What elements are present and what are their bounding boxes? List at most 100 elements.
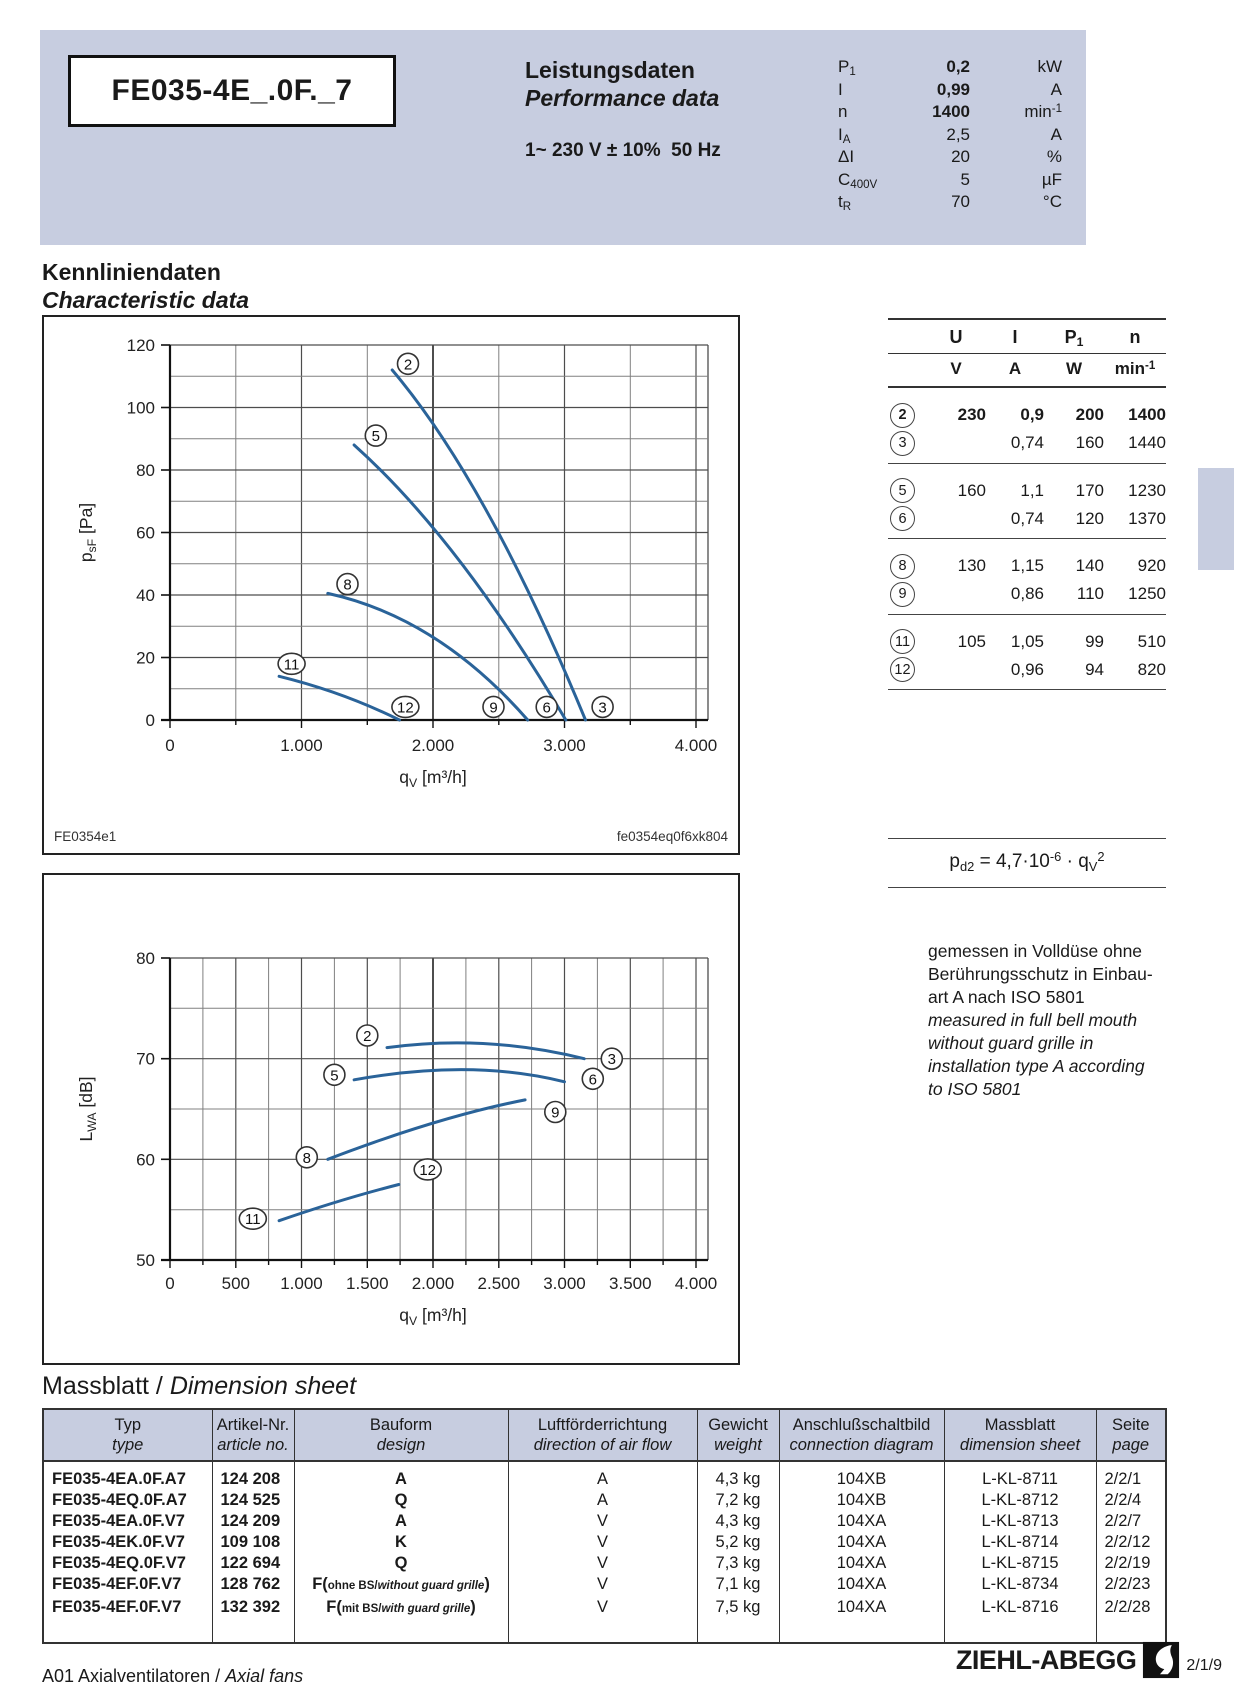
ktable-cell: 920 — [1137, 556, 1166, 575]
ktable-row-11: 11 105 1,05 99 510 — [888, 628, 1166, 656]
performance-title-de: Leistungsdaten — [525, 57, 695, 83]
curve-2-3 — [390, 368, 587, 722]
note-line: art A nach ISO 5801 — [928, 987, 1085, 1007]
spec-unit: kW — [1037, 57, 1062, 76]
curve-label-8: 8 — [295, 1145, 319, 1169]
measurement-note: gemessen in Volldüse ohne Berührungsschu… — [928, 940, 1218, 1101]
ktable-cell: 0,96 — [986, 655, 1044, 690]
curve-label-3: 3 — [600, 1047, 624, 1070]
dimension-column-header: Anschlußschaltbild connection diagram — [779, 1409, 945, 1462]
curve-5-6 — [352, 1068, 566, 1084]
svg-text:120: 120 — [127, 336, 155, 355]
ktable-cell: 1,05 — [1010, 631, 1044, 651]
curve-label-5: 5 — [364, 424, 388, 447]
spec-unit: °C — [1042, 192, 1062, 211]
ktable-cell: 120 — [1044, 504, 1104, 539]
svg-text:0: 0 — [165, 1274, 174, 1293]
curve-number-badge: 11 — [890, 629, 915, 654]
ktable-cell: 170 — [1075, 480, 1104, 500]
dimension-row: FE035-4EA.0F.A7 124 208 A A 4,3 kg 104XB L-KL-… — [43, 1461, 1166, 1490]
curve-label-6: 6 — [581, 1067, 605, 1091]
svg-text:2: 2 — [363, 1028, 371, 1045]
curve-label-9: 9 — [543, 1100, 567, 1124]
svg-text:11: 11 — [245, 1211, 261, 1228]
ktable-cell: 94 — [1044, 655, 1104, 690]
dimension-column-header: Artikel-Nr. article no. — [212, 1409, 295, 1462]
ktable-cell — [926, 429, 986, 464]
svg-text:4.000: 4.000 — [675, 736, 718, 755]
ziehl-abegg-logo-icon — [1142, 1641, 1180, 1679]
curve-5-6 — [352, 443, 568, 722]
ktable-cell: 140 — [1075, 556, 1104, 575]
spec-value: 20 — [951, 147, 970, 166]
dimension-column-header: Bauform design — [294, 1409, 509, 1462]
curve-11-12 — [277, 674, 401, 722]
curve-number-badge: 12 — [890, 657, 915, 682]
dimension-heading-de: Massblatt / — [42, 1372, 170, 1400]
svg-text:1.500: 1.500 — [346, 1274, 389, 1293]
characteristic-heading-de: Kennliniendaten — [42, 259, 221, 285]
dimension-column-header: Typ type — [43, 1409, 213, 1462]
spec-unit: % — [1046, 147, 1062, 166]
curve-label-3: 3 — [591, 695, 614, 719]
svg-text:5: 5 — [330, 1067, 338, 1084]
curve-number-badge: 3 — [890, 430, 915, 456]
svg-text:70: 70 — [136, 1050, 155, 1069]
svg-text:12: 12 — [397, 699, 414, 716]
curve-label-6: 6 — [535, 695, 559, 719]
ktable-cell: 1,1 — [1020, 480, 1044, 500]
ktable-cell: 1250 — [1104, 580, 1166, 615]
svg-text:2.500: 2.500 — [478, 1274, 521, 1293]
curve-number-badge: 2 — [890, 402, 915, 428]
svg-text:3.000: 3.000 — [543, 1274, 586, 1293]
dimension-table-header: Typ type Artikel-Nr. article no. Bauform desi… — [43, 1409, 1166, 1462]
svg-text:psF [Pa]: psF [Pa] — [76, 503, 99, 562]
ktable-cell: 820 — [1104, 655, 1166, 690]
dimension-row: FE035-4EK.0F.V7 109 108 K V 5,2 kg 104XA L-KL-… — [43, 1532, 1166, 1553]
svg-text:60: 60 — [136, 524, 155, 543]
footer-category: A01 Axialventilatoren / Axial fans — [42, 1666, 303, 1687]
spec-unit: A — [1050, 79, 1062, 99]
ktable-unit: V — [926, 353, 986, 388]
ktable-cell: 1370 — [1104, 504, 1166, 539]
ktable-unit: W — [1044, 353, 1104, 388]
svg-text:3.000: 3.000 — [543, 736, 586, 755]
note-line: measured in full bell mouth — [928, 1010, 1138, 1030]
ktable-cell: 1400 — [1128, 405, 1166, 424]
page-edge-tab — [1198, 468, 1234, 570]
dynamic-pressure-formula: pd2 = 4,7·10-6 · qV2 — [888, 838, 1166, 888]
ktable-cell: 1440 — [1104, 429, 1166, 464]
spec-value: 5 — [960, 169, 970, 189]
svg-text:3.500: 3.500 — [609, 1274, 652, 1293]
brand-block: ZIEHL-ABEGG 2/1/9 — [956, 1641, 1222, 1679]
ktable-cell: 99 — [1085, 631, 1104, 651]
svg-text:8: 8 — [343, 577, 351, 594]
ktable-cell: 1,15 — [1010, 556, 1044, 575]
spec-row: ΔI 20% — [838, 146, 1062, 169]
svg-text:500: 500 — [222, 1274, 250, 1293]
ktable-symbol: n — [1104, 319, 1166, 354]
brand-name: ZIEHL-ABEGG — [955, 1644, 1137, 1675]
svg-text:6: 6 — [543, 699, 551, 716]
dimension-column-header: Luftförderrichtung direction of air flow — [508, 1409, 698, 1462]
dimension-row: FE035-4EF.0F.V7 128 762 F(ohne BS/without … — [43, 1574, 1166, 1597]
ktable-cell — [926, 655, 986, 690]
curve-2-3 — [385, 1041, 586, 1061]
svg-text:0: 0 — [165, 736, 174, 755]
note-line: without guard grille in — [928, 1033, 1094, 1053]
ktable-cell: 0,74 — [986, 429, 1044, 464]
ktable-cell: 510 — [1137, 631, 1166, 651]
dimension-row: FE035-4EF.0F.V7 132 392 F(mit BS/with guar… — [43, 1597, 1166, 1620]
svg-text:60: 60 — [136, 1150, 155, 1169]
svg-text:fe0354eq0f6xk804: fe0354eq0f6xk804 — [617, 829, 729, 844]
ktable-unit: min-1 — [1104, 353, 1166, 388]
model-number: FE035-4E_.0F._7 — [111, 74, 353, 107]
curve-label-2: 2 — [396, 352, 420, 376]
svg-text:1.000: 1.000 — [280, 1274, 323, 1293]
ktable-cell: 200 — [1075, 405, 1104, 424]
performance-data-title: Leistungsdaten Performance data — [525, 56, 719, 112]
note-line: to ISO 5801 — [928, 1079, 1022, 1099]
curve-label-5: 5 — [323, 1063, 346, 1087]
